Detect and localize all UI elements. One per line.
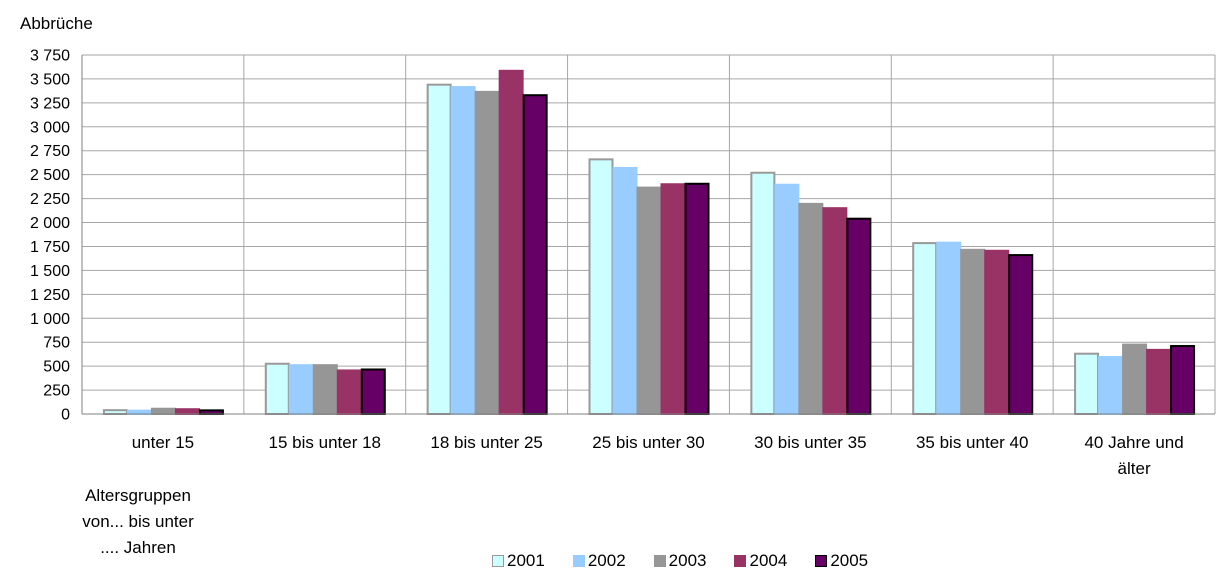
y-tick-label: 3 000 — [30, 119, 70, 136]
bar-2001 — [1075, 354, 1098, 414]
bar-2004 — [823, 208, 846, 414]
bar-2001 — [266, 364, 289, 414]
legend-label: 2003 — [669, 551, 707, 571]
y-tick-label: 1 000 — [30, 311, 70, 328]
y-tick-label: 3 750 — [30, 48, 70, 65]
y-tick-label: 2 000 — [30, 215, 70, 232]
bar-2003 — [152, 409, 175, 414]
legend-label: 2002 — [588, 551, 626, 571]
y-tick-label: 3 500 — [30, 71, 70, 88]
bar-2004 — [500, 71, 523, 414]
x-tick-label: 30 bis unter 35 — [754, 433, 866, 452]
bar-2003 — [799, 204, 822, 414]
x-tick-label: 15 bis unter 18 — [269, 433, 381, 452]
bar-2003 — [476, 92, 499, 414]
y-tick-label: 2 500 — [30, 167, 70, 184]
bar-2005 — [686, 184, 709, 414]
bar-2005 — [1171, 346, 1194, 414]
x-axis-title: Altersgruppen von... bis unter .... Jahr… — [48, 483, 228, 561]
x-tick-label: 25 bis unter 30 — [592, 433, 704, 452]
legend-item-2003: 2003 — [654, 551, 707, 571]
bar-2001 — [913, 243, 936, 414]
y-tick-label: 1 500 — [30, 263, 70, 280]
bar-2004 — [662, 184, 685, 414]
x-tick-label: älter — [1118, 459, 1151, 478]
bar-2005 — [847, 219, 870, 414]
bar-2002 — [775, 185, 798, 414]
y-tick-label: 1 750 — [30, 239, 70, 256]
legend-swatch — [815, 555, 827, 567]
bar-2005 — [1009, 255, 1032, 414]
x-tick-label: 40 Jahre und — [1084, 433, 1183, 452]
x-tick-label: 35 bis unter 40 — [916, 433, 1028, 452]
legend-item-2001: 2001 — [492, 551, 545, 571]
bar-2004 — [176, 409, 199, 414]
bar-2005 — [362, 369, 385, 414]
legend-item-2005: 2005 — [815, 551, 868, 571]
y-tick-label: 1 250 — [30, 287, 70, 304]
bar-2002 — [614, 168, 637, 414]
bar-2002 — [128, 411, 151, 414]
legend-item-2002: 2002 — [573, 551, 626, 571]
bar-2003 — [1123, 345, 1146, 414]
legend: 2001 2002 2003 2004 2005 — [492, 551, 896, 571]
bar-2001 — [590, 159, 613, 414]
legend-swatch — [734, 555, 746, 567]
bar-2001 — [428, 85, 451, 414]
legend-label: 2001 — [507, 551, 545, 571]
legend-swatch — [573, 555, 585, 567]
bar-2002 — [1099, 357, 1122, 414]
bar-2001 — [751, 173, 774, 414]
y-tick-label: 250 — [43, 383, 70, 400]
y-tick-label: 3 250 — [30, 95, 70, 112]
x-tick-label: 18 bis unter 25 — [430, 433, 542, 452]
y-tick-label: 500 — [43, 359, 70, 376]
legend-label: 2004 — [749, 551, 787, 571]
legend-swatch — [654, 555, 666, 567]
bar-2003 — [961, 250, 984, 414]
bar-2004 — [985, 251, 1008, 414]
bar-2002 — [937, 243, 960, 414]
legend-item-2004: 2004 — [734, 551, 787, 571]
y-tick-label: 2 750 — [30, 143, 70, 160]
legend-swatch — [492, 555, 504, 567]
bar-2004 — [338, 370, 361, 414]
bar-2005 — [200, 410, 223, 414]
bar-2003 — [638, 188, 661, 414]
legend-label: 2005 — [830, 551, 868, 571]
x-tick-label: unter 15 — [132, 433, 194, 452]
bar-2005 — [524, 95, 547, 414]
bar-2003 — [314, 365, 337, 414]
y-tick-label: 0 — [61, 407, 70, 424]
bar-2004 — [1147, 350, 1170, 414]
bar-2002 — [290, 365, 313, 414]
bar-2001 — [104, 410, 127, 414]
bar-2002 — [452, 87, 475, 414]
y-tick-label: 2 250 — [30, 191, 70, 208]
y-tick-label: 750 — [43, 335, 70, 352]
